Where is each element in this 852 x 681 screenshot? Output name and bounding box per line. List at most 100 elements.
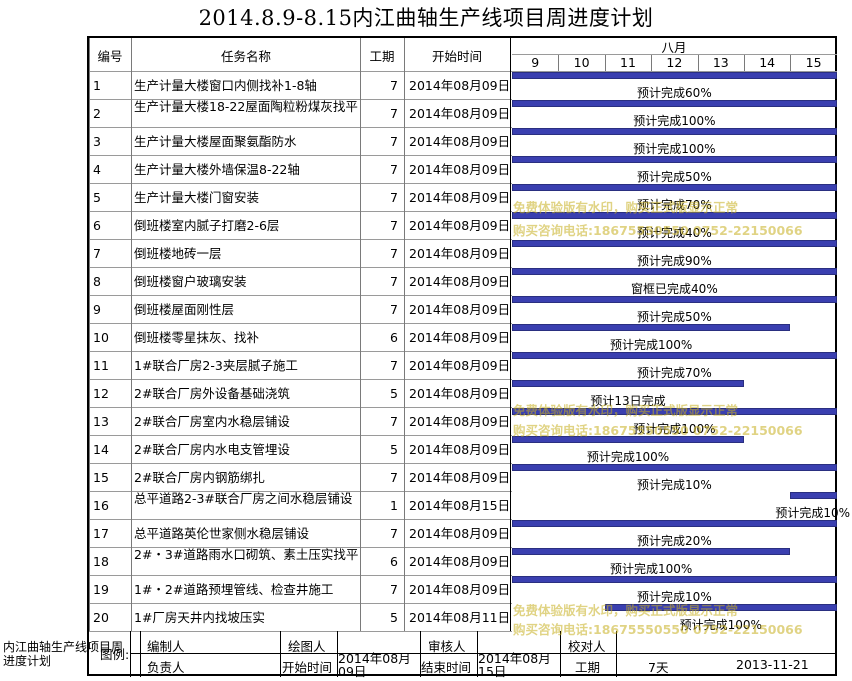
row-number: 3	[93, 134, 101, 149]
row-task-name: 生产计量大楼屋面聚氨酯防水	[134, 134, 297, 149]
day-label: 12	[666, 55, 683, 70]
grid-line	[89, 435, 512, 436]
footer-drawer-label: 绘图人	[288, 639, 326, 654]
row-number: 17	[93, 526, 109, 541]
gantt-bar	[512, 184, 837, 191]
gantt-bar	[512, 548, 791, 555]
grid-line	[744, 55, 745, 71]
footer-end-value: 2014年08月15日	[478, 652, 551, 678]
row-start-date: 2014年08月09日	[409, 442, 511, 457]
gantt-bar	[512, 464, 837, 471]
grid-line	[89, 603, 512, 604]
grid-line	[89, 183, 512, 184]
row-start-date: 2014年08月09日	[409, 358, 511, 373]
row-task-name: 总平道路2-3#联合厂房之间水稳层铺设	[134, 491, 353, 506]
grid-line	[89, 239, 512, 240]
row-task-name: 2#联合厂房内钢筋绑扎	[134, 470, 265, 485]
row-start-date: 2014年08月09日	[409, 386, 511, 401]
gantt-bar-label: 预计完成40%	[637, 226, 712, 240]
gantt-bar	[512, 436, 744, 443]
grid-line	[790, 55, 791, 71]
row-start-date: 2014年08月09日	[409, 246, 511, 261]
row-number: 7	[93, 246, 101, 261]
row-start-date: 2014年08月09日	[409, 302, 511, 317]
header-start: 开始时间	[431, 49, 482, 64]
row-task-name: 生产计量大楼窗口内侧找补1-8轴	[134, 78, 317, 93]
row-start-date: 2014年08月09日	[409, 218, 511, 233]
row-start-date: 2014年08月09日	[409, 190, 511, 205]
gantt-bar	[512, 296, 837, 303]
row-duration: 5	[390, 442, 398, 457]
row-duration: 6	[390, 554, 398, 569]
grid-line	[140, 631, 141, 677]
row-number: 9	[93, 302, 101, 317]
grid-line	[130, 631, 131, 677]
gantt-bar-label: 预计完成20%	[637, 534, 712, 548]
row-start-date: 2014年08月09日	[409, 582, 511, 597]
gantt-bar	[512, 408, 837, 415]
grid-line	[89, 323, 512, 324]
row-task-name: 2#联合厂房内水电支管埋设	[134, 442, 290, 457]
grid-line	[605, 55, 606, 71]
footer-reviewer-label: 审核人	[428, 639, 466, 654]
row-start-date: 2014年08月15日	[409, 498, 511, 513]
row-start-date: 2014年08月09日	[409, 470, 511, 485]
grid-line	[420, 631, 421, 677]
grid-line	[89, 463, 512, 464]
row-start-date: 2014年08月09日	[409, 106, 511, 121]
grid-line	[89, 267, 512, 268]
grid-line	[89, 407, 512, 408]
day-label: 9	[531, 55, 540, 70]
grid-line	[89, 71, 837, 72]
row-task-name: 倒班楼地砖一层	[134, 246, 222, 261]
gantt-bar-label: 预计完成70%	[637, 366, 712, 380]
row-number: 6	[93, 218, 101, 233]
row-start-date: 2014年08月09日	[409, 78, 511, 93]
grid-line	[89, 99, 512, 100]
row-task-name: 总平道路英伦世家侧水稳层铺设	[134, 526, 310, 541]
row-duration: 7	[390, 582, 398, 597]
day-label: 11	[620, 55, 636, 70]
grid-line	[512, 54, 837, 55]
grid-line	[89, 155, 512, 156]
footer-project-name: 内江曲轴生产线项目周进度计划	[3, 640, 124, 668]
row-task-name: 1#联合厂房2-3夹层腻子施工	[134, 358, 298, 373]
row-duration: 7	[390, 190, 398, 205]
watermark-text: 免费体验版有水印，购买正式版显示正常	[513, 603, 739, 618]
grid-line	[280, 631, 281, 677]
row-number: 16	[93, 498, 109, 513]
row-number: 2	[93, 106, 101, 121]
row-task-name: 倒班楼窗户玻璃安装	[134, 274, 247, 289]
row-start-date: 2014年08月09日	[409, 134, 511, 149]
row-task-name: 2#联合厂房外设备基础浇筑	[134, 386, 290, 401]
row-duration: 7	[390, 246, 398, 261]
gantt-bar	[512, 520, 837, 527]
row-duration: 7	[390, 302, 398, 317]
row-duration: 5	[390, 386, 398, 401]
day-label: 14	[759, 55, 776, 70]
row-start-date: 2014年08月09日	[409, 274, 511, 289]
gantt-bar-label: 预计完成100%	[679, 618, 762, 632]
gantt-bar-label: 预计完成90%	[637, 254, 712, 268]
header-task: 任务名称	[220, 49, 271, 64]
row-number: 10	[93, 330, 109, 345]
gantt-bar	[604, 604, 837, 611]
grid-line	[404, 38, 405, 631]
gantt-bar	[512, 352, 837, 359]
row-start-date: 2014年08月09日	[409, 414, 511, 429]
grid-line	[89, 575, 512, 576]
gantt-bar-label: 预计完成60%	[637, 86, 712, 100]
gantt-bar-label: 预计完成10%	[775, 506, 850, 520]
row-duration: 7	[390, 470, 398, 485]
gantt-bar-label: 预计完成100%	[633, 142, 716, 156]
grid-line	[477, 631, 478, 677]
grid-line	[651, 55, 652, 71]
grid-line	[89, 379, 512, 380]
row-duration: 1	[390, 498, 398, 513]
grid-line	[558, 55, 559, 71]
grid-line	[89, 519, 512, 520]
gantt-bar	[512, 212, 837, 219]
row-task-name: 生产计量大楼门窗安装	[134, 190, 260, 205]
row-number: 11	[93, 358, 109, 373]
watermark-text: 购买咨询电话:18675550550 0752-22150066	[513, 423, 803, 438]
